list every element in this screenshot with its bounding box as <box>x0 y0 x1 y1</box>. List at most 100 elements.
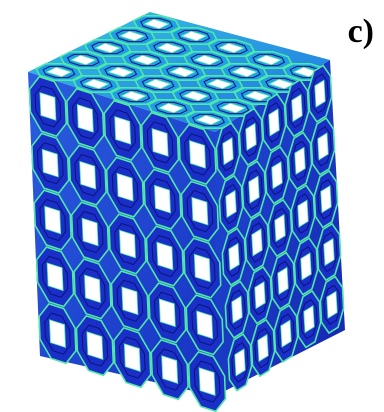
lattice-cell-hole <box>49 319 66 348</box>
lattice-cell-ring <box>166 65 199 79</box>
lattice-cell-hole <box>156 241 174 271</box>
lattice-cell-ring <box>227 65 261 79</box>
lattice-cell-hole <box>107 66 135 78</box>
lattice-cell-hole <box>280 319 292 348</box>
lattice-cell-hole <box>41 148 59 178</box>
lattice-cell-ring <box>214 41 248 55</box>
lattice-cell-ring <box>265 102 283 143</box>
lattice-cell-hole <box>294 146 306 175</box>
lattice-cell-hole <box>303 305 315 334</box>
lattice-cell-hole <box>182 90 209 102</box>
lattice-cell-hole <box>189 140 206 169</box>
lattice-cell-ring <box>154 101 188 115</box>
panel-label: c) <box>348 13 374 50</box>
lattice-cell-ring <box>300 299 318 340</box>
lattice-cell-hole <box>94 42 122 54</box>
lattice-cell-ring <box>71 97 99 140</box>
lattice-cell-ring <box>320 231 338 273</box>
lattice-cell-ring <box>44 312 71 355</box>
lattice-cell-hole <box>143 18 170 30</box>
lattice-cell-hole <box>131 54 159 66</box>
lattice-cell-ring <box>268 155 286 196</box>
lattice-cell-hole <box>193 253 211 283</box>
lattice-cell-ring <box>156 348 184 391</box>
lattice-cell-ring <box>153 41 186 55</box>
lattice-cell-hole <box>119 229 136 259</box>
lattice-cell-hole <box>206 78 234 90</box>
lattice-cell-hole <box>156 42 183 54</box>
lattice-cell-ring <box>66 53 100 67</box>
lattice-cell-hole <box>169 66 196 78</box>
lattice-cell-hole <box>217 42 245 54</box>
lattice-cell-ring <box>151 234 179 278</box>
lattice-cell-ring <box>277 313 295 354</box>
lattice-cell-hole <box>154 184 171 214</box>
lattice-cell-hole <box>198 367 216 396</box>
lattice-cell-hole <box>191 196 209 226</box>
lattice-cell-hole <box>228 242 240 271</box>
lattice-cell-ring <box>192 113 225 127</box>
lattice-cell-ring <box>74 154 102 197</box>
lattice-cell-hole <box>323 237 335 267</box>
lattice-cell-hole <box>76 104 94 133</box>
lattice-cell-ring <box>184 133 211 176</box>
lattice-cell-ring <box>311 73 329 114</box>
lattice-cell-ring <box>118 336 146 379</box>
lattice-cell-hole <box>151 128 169 157</box>
lattice-cell-ring <box>186 190 214 233</box>
lattice-cell-hole <box>193 54 221 66</box>
lattice-cells <box>28 15 345 412</box>
lattice-cell-ring <box>117 89 151 103</box>
lattice-cell-ring <box>109 109 137 152</box>
lattice-cell-hole <box>158 298 176 328</box>
lattice-cell-hole <box>300 252 312 281</box>
lattice-cell-ring <box>222 183 240 225</box>
lattice-cell-hole <box>118 30 146 42</box>
lattice-cell-hole <box>297 199 309 228</box>
lattice-cell-hole <box>230 66 258 78</box>
lattice-cell-ring <box>140 17 173 31</box>
lattice-cell-hole <box>251 228 263 257</box>
lattice-cell-ring <box>203 77 237 91</box>
lattice-cell-hole <box>291 93 303 123</box>
lattice-cell-hole <box>84 274 101 304</box>
lattice-cell-ring <box>153 291 181 334</box>
lattice-cell-ring <box>193 360 221 403</box>
lattice-cell-ring <box>248 222 266 263</box>
lattice-cell-ring <box>291 140 309 181</box>
lattice-cell-hole <box>144 78 172 90</box>
lattice-cell-hole <box>120 90 148 102</box>
lattice-cell-ring <box>111 166 139 209</box>
lattice-cell-hole <box>157 102 185 114</box>
lattice-cell-ring <box>188 246 216 290</box>
lattice-cell-hole <box>219 102 247 114</box>
lattice-cell-hole <box>81 217 99 247</box>
lattice-cell-ring <box>265 77 299 91</box>
lattice-cell-hole <box>180 30 208 42</box>
lattice-cell-ring <box>191 303 219 346</box>
lattice-cell-ring <box>39 198 67 242</box>
lattice-cell-hole <box>274 213 286 243</box>
lattice-cell-ring <box>245 169 263 210</box>
lattice-cell-hole <box>277 266 289 295</box>
lattice-cell-ring <box>179 89 212 103</box>
lattice-cell-ring <box>76 210 104 254</box>
lattice-cell-ring <box>274 260 292 301</box>
lattice-cell-hole <box>222 137 234 166</box>
lattice-cell-ring <box>114 222 141 266</box>
lattice-cell-ring <box>81 324 109 367</box>
lattice-cell-hole <box>314 79 326 108</box>
lattice-cell-ring <box>141 77 175 91</box>
lattice-cell-hole <box>245 122 257 151</box>
lattice-cell-ring <box>146 121 174 164</box>
lattice-cell-hole <box>44 205 62 235</box>
lattice-cell-ring <box>317 179 335 220</box>
lattice-cell-hole <box>268 108 280 137</box>
lattice-cell-hole <box>82 78 110 90</box>
lattice-cell-ring <box>128 53 162 67</box>
lattice-cell-hole <box>69 54 97 66</box>
lattice-cell-hole <box>196 310 214 340</box>
lattice-cell-hole <box>271 161 283 190</box>
lattice-cell-ring <box>297 246 315 287</box>
lattice-cell-ring <box>289 65 323 79</box>
